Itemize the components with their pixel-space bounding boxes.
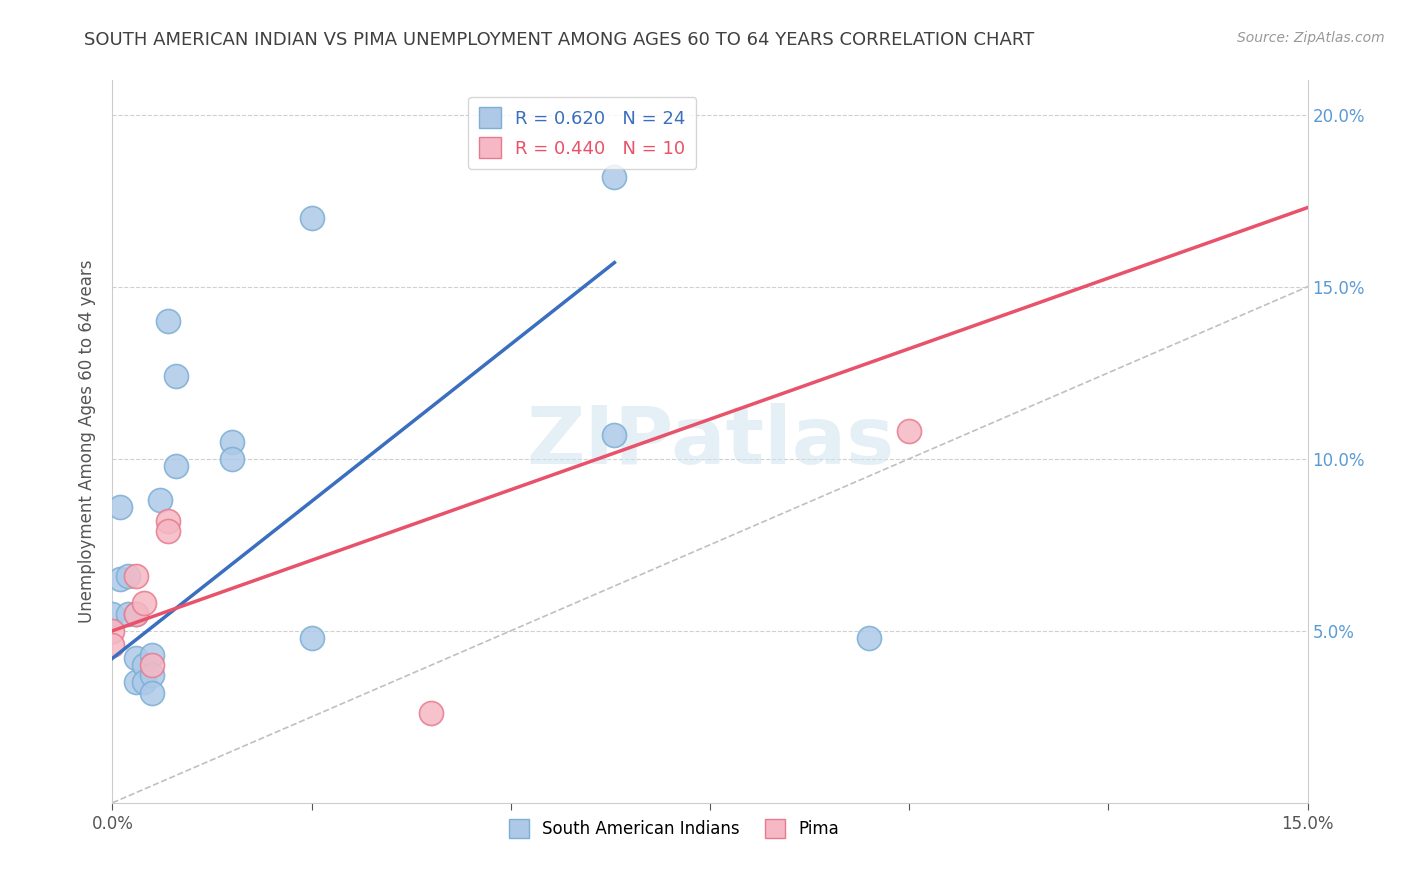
Point <box>117 568 139 582</box>
Text: Source: ZipAtlas.com: Source: ZipAtlas.com <box>1237 31 1385 45</box>
Text: SOUTH AMERICAN INDIAN VS PIMA UNEMPLOYMENT AMONG AGES 60 TO 64 YEARS CORRELATION: SOUTH AMERICAN INDIAN VS PIMA UNEMPLOYME… <box>84 31 1035 49</box>
Point <box>125 607 148 621</box>
Point <box>141 668 163 682</box>
Point <box>134 658 156 673</box>
Point <box>221 451 243 466</box>
Point <box>165 369 187 384</box>
Point <box>125 568 148 582</box>
Point <box>165 458 187 473</box>
Point <box>101 638 124 652</box>
Point <box>301 631 323 645</box>
Point <box>134 675 156 690</box>
Point <box>157 314 180 328</box>
Point <box>221 434 243 449</box>
Point <box>858 631 880 645</box>
Point <box>125 607 148 621</box>
Point <box>149 493 172 508</box>
Point <box>101 624 124 638</box>
Point <box>141 648 163 662</box>
Point <box>157 524 180 538</box>
Point <box>110 572 132 586</box>
Point <box>117 607 139 621</box>
Point <box>141 658 163 673</box>
Point <box>125 651 148 665</box>
Text: ZIPatlas: ZIPatlas <box>526 402 894 481</box>
Legend: South American Indians, Pima: South American Indians, Pima <box>502 813 846 845</box>
Point <box>110 500 132 514</box>
Point <box>157 514 180 528</box>
Point <box>301 211 323 225</box>
Point <box>603 427 626 442</box>
Point <box>134 596 156 610</box>
Y-axis label: Unemployment Among Ages 60 to 64 years: Unemployment Among Ages 60 to 64 years <box>77 260 96 624</box>
Point <box>101 607 124 621</box>
Point <box>125 675 148 690</box>
Point <box>603 169 626 184</box>
Point <box>420 706 443 721</box>
Point <box>141 686 163 700</box>
Point <box>898 424 921 438</box>
